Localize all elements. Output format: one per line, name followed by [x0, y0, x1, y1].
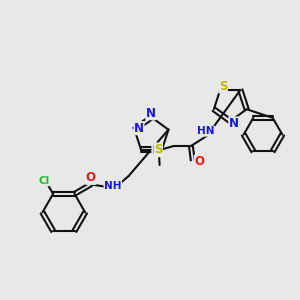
- Text: N: N: [229, 117, 239, 130]
- Text: S: S: [154, 143, 163, 156]
- Text: N: N: [134, 122, 144, 135]
- Text: NH: NH: [104, 181, 122, 190]
- Text: O: O: [86, 171, 96, 184]
- Text: Cl: Cl: [38, 176, 49, 186]
- Text: N: N: [152, 144, 162, 157]
- Text: N: N: [146, 106, 156, 120]
- Text: HN: HN: [197, 126, 214, 136]
- Text: O: O: [194, 155, 204, 168]
- Text: S: S: [219, 80, 227, 93]
